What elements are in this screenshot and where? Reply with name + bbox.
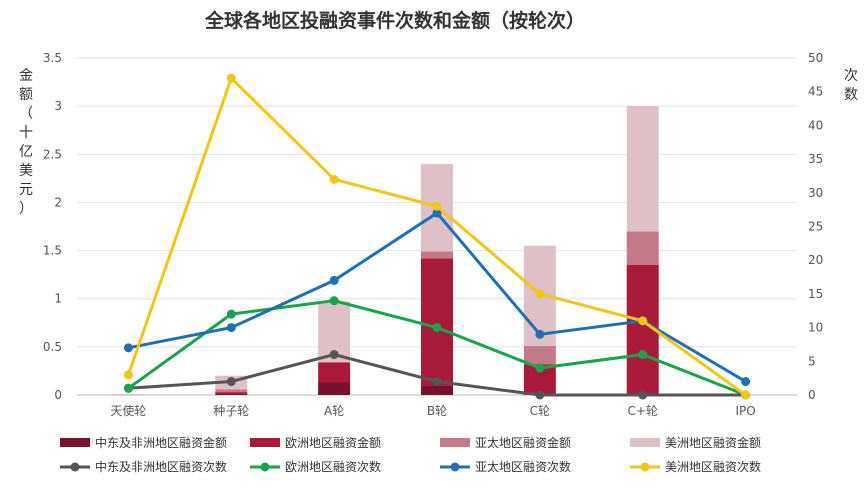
x-tick-label: B轮 <box>427 404 447 418</box>
data-point <box>329 296 339 306</box>
left-axis-label-char: 美 <box>19 163 33 179</box>
left-axis-label-char: 十 <box>19 125 33 141</box>
left-axis-label-char: 元 <box>19 182 33 198</box>
bar-segment <box>215 392 248 395</box>
right-tick-label: 50 <box>808 51 823 65</box>
x-tick-label: C+轮 <box>627 404 657 418</box>
data-point <box>329 275 339 285</box>
legend-swatch <box>60 438 90 447</box>
bar-segment <box>215 389 248 393</box>
right-tick-label: 40 <box>808 118 823 132</box>
legend-label: 中东及非洲地区融资次数 <box>95 459 227 474</box>
right-tick-label: 0 <box>808 388 816 402</box>
legend-label: 欧洲地区融资次数 <box>285 459 381 474</box>
legend-marker <box>70 462 80 472</box>
data-point <box>535 363 545 373</box>
left-tick-label: 1 <box>54 292 62 306</box>
legend-swatch <box>440 438 470 447</box>
bar-segment <box>318 382 351 395</box>
data-point <box>432 201 442 211</box>
data-point <box>226 377 236 387</box>
left-tick-label: 3.5 <box>43 51 62 65</box>
data-point <box>123 343 133 353</box>
right-axis-label-char: 次 <box>844 68 858 84</box>
bar-segment <box>421 258 453 386</box>
data-point <box>432 377 442 387</box>
right-tick-label: 10 <box>808 321 823 335</box>
left-axis-label-char: ） <box>19 201 33 217</box>
legend-marker <box>640 462 650 472</box>
data-point <box>226 323 236 333</box>
x-tick-label: IPO <box>735 404 755 418</box>
bar-segment <box>626 106 659 232</box>
x-tick-label: 天使轮 <box>110 403 146 418</box>
left-tick-label: 0.5 <box>43 340 62 354</box>
data-point <box>432 208 442 218</box>
legend-swatch <box>250 438 280 447</box>
bar-segment <box>626 231 659 266</box>
data-point <box>638 390 648 400</box>
chart-title: 全球各地区投融资事件次数和金额（按轮次） <box>204 9 585 32</box>
data-point <box>123 383 133 393</box>
right-tick-label: 45 <box>808 85 823 99</box>
right-tick-label: 20 <box>808 253 823 267</box>
data-point <box>329 174 339 184</box>
data-point <box>535 329 545 339</box>
left-axis-label-char: 金 <box>19 68 33 84</box>
left-axis-label-char: 额 <box>19 87 33 103</box>
legend-label: 美洲地区融资金额 <box>665 435 761 450</box>
data-point <box>535 289 545 299</box>
right-tick-label: 15 <box>808 287 823 301</box>
data-point <box>638 316 648 326</box>
right-tick-label: 30 <box>808 186 823 200</box>
legend-label: 亚太地区融资金额 <box>475 435 571 450</box>
left-axis-label-char: （ <box>19 106 33 122</box>
data-point <box>432 323 442 333</box>
x-tick-label: C轮 <box>530 404 550 418</box>
left-tick-label: 1.5 <box>43 244 62 258</box>
bar-segment <box>421 385 453 395</box>
right-axis-label-char: 数 <box>844 87 858 103</box>
x-tick-label: A轮 <box>324 404 344 418</box>
legend-label: 欧洲地区融资金额 <box>285 435 381 450</box>
data-point <box>226 73 236 83</box>
legend-swatch <box>630 438 660 447</box>
data-point <box>535 390 545 400</box>
legend-marker <box>450 462 460 472</box>
data-point <box>123 370 133 380</box>
bar-segment <box>215 394 248 395</box>
right-tick-label: 35 <box>808 152 823 166</box>
left-tick-label: 3 <box>54 99 62 113</box>
legend-label: 中东及非洲地区融资金额 <box>95 435 227 450</box>
data-point <box>741 390 751 400</box>
legend-label: 美洲地区融资次数 <box>665 459 761 474</box>
left-tick-label: 0 <box>54 388 62 402</box>
left-tick-label: 2.5 <box>43 147 62 161</box>
data-point <box>329 350 339 360</box>
bar-segment <box>318 362 351 383</box>
right-tick-label: 25 <box>808 220 823 234</box>
data-point <box>638 350 648 360</box>
bar-segment <box>112 394 145 395</box>
legend-label: 亚太地区融资次数 <box>475 459 571 474</box>
left-axis-label-char: 亿 <box>19 144 33 160</box>
data-point <box>226 309 236 319</box>
bar-segment <box>421 251 453 259</box>
right-tick-label: 5 <box>808 354 816 368</box>
data-point <box>741 377 751 387</box>
left-tick-label: 2 <box>54 195 62 209</box>
bar-segment <box>523 345 556 365</box>
legend-marker <box>260 462 270 472</box>
x-tick-label: 种子轮 <box>213 404 249 418</box>
